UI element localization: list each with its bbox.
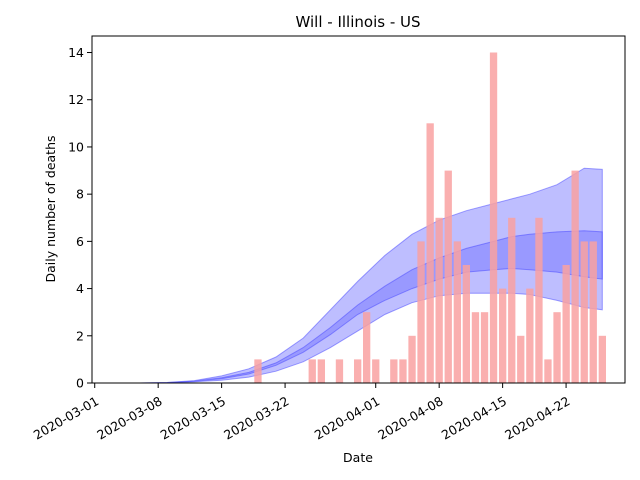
bar — [436, 218, 443, 383]
y-tick-label: 4 — [76, 281, 84, 296]
bar — [372, 359, 379, 383]
y-tick-label: 8 — [76, 187, 84, 202]
bar — [336, 359, 343, 383]
bar — [572, 171, 579, 383]
x-axis-title: Date — [343, 450, 373, 465]
bar — [481, 312, 488, 383]
bar — [563, 265, 570, 383]
bar — [417, 241, 424, 383]
bar — [463, 265, 470, 383]
bar — [599, 336, 606, 383]
bar — [427, 123, 434, 383]
bar — [318, 359, 325, 383]
y-tick-label: 6 — [76, 234, 84, 249]
bar — [254, 359, 261, 383]
chart-title: Will - Illinois - US — [296, 13, 421, 31]
y-tick-label: 10 — [68, 139, 84, 154]
bar — [590, 241, 597, 383]
bar — [309, 359, 316, 383]
bar — [526, 289, 533, 383]
y-tick-label: 14 — [68, 45, 84, 60]
y-tick-label: 12 — [68, 92, 84, 107]
bar — [490, 53, 497, 384]
bar — [390, 359, 397, 383]
bar — [399, 359, 406, 383]
bar — [517, 336, 524, 383]
bar — [499, 289, 506, 383]
bar — [535, 218, 542, 383]
bar — [408, 336, 415, 383]
bar — [354, 359, 361, 383]
bar — [363, 312, 370, 383]
bar — [553, 312, 560, 383]
bar — [472, 312, 479, 383]
bar — [454, 241, 461, 383]
y-tick-label: 0 — [76, 376, 84, 391]
bar — [508, 218, 515, 383]
bar — [581, 241, 588, 383]
y-tick-label: 2 — [76, 328, 84, 343]
bar — [544, 359, 551, 383]
bar — [445, 171, 452, 383]
y-axis-title: Daily number of deaths — [43, 135, 58, 282]
